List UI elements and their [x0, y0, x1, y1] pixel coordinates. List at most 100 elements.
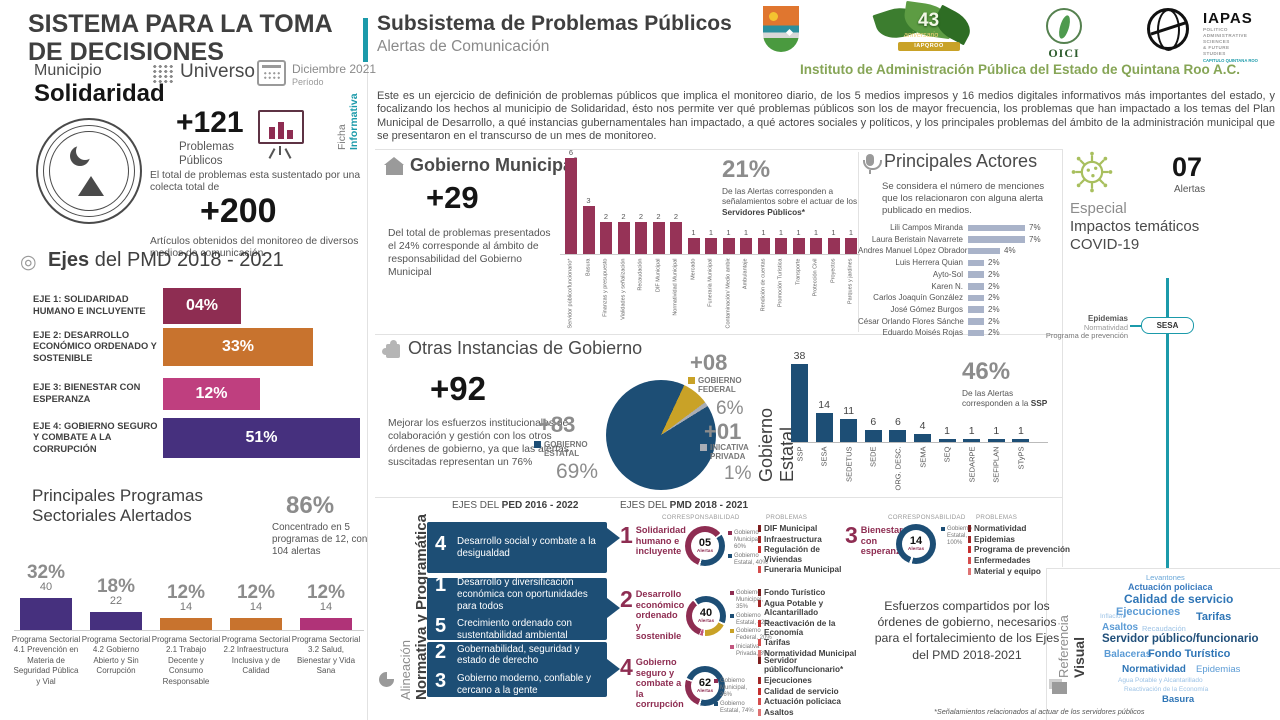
divider: [375, 334, 1062, 335]
covid-virus-icon: [1071, 151, 1113, 193]
eje-label: EJE 1: SOLIDARIDAD HUMANO E INCLUYENTE: [33, 294, 146, 316]
iapqroo-43-logo: 43 aniversario IAPQROO: [872, 0, 976, 58]
estatal-bar: [1012, 439, 1030, 442]
actor-bar: [968, 236, 1025, 243]
pmd-legend-label: Gobierno Municipal, 60%: [734, 530, 762, 550]
actor-value: 2%: [988, 281, 1000, 291]
pmd-problem-label: Funeraria Municipal: [764, 565, 842, 575]
board-leg: [268, 148, 276, 159]
privada-slice-legend: INICATIVA PRIVADA: [700, 443, 756, 461]
problemas-header: PROBLEMAS: [976, 514, 1018, 521]
municipal-bar: [565, 158, 577, 254]
pmd-legend-label: Gobierno Federal, 20%: [736, 628, 772, 642]
ficha-informativa-label: Ficha Informativa: [336, 76, 360, 150]
teal-accent-bar: [363, 18, 368, 62]
municipal-bar-value: 1: [761, 228, 766, 237]
wordcloud-term: Normatividad: [1122, 664, 1186, 675]
period-label: Período: [292, 77, 324, 87]
municipal-bar-value: 1: [726, 228, 731, 237]
quintana-roo-crest-logo: [763, 6, 799, 52]
pmd-donut-label: Alertas: [907, 547, 925, 552]
esfuerzos-note: Esfuerzos compartidos por los órdenes de…: [874, 599, 1060, 662]
informativa-word: Informativa: [348, 93, 360, 150]
pmd-problem-label: Programa de prevención: [974, 545, 1071, 555]
pmd-donut-center: 40 Alertas: [692, 602, 720, 630]
municipal-bar: [810, 238, 822, 254]
pmd-problem-marker: [758, 698, 761, 706]
wordcloud-term: Basura: [1162, 694, 1195, 705]
microphone-icon: [862, 154, 882, 174]
page-title: SISTEMA PARA LA TOMA DE DECISIONES: [28, 10, 332, 66]
pmd-legend-label: Gobierno Municipal, 35%: [736, 590, 764, 610]
articles-note: Artículos obtenidos del monitoreo de div…: [150, 236, 359, 260]
municipal-bar-value: 2: [603, 212, 609, 221]
iapas-subtitle-line: SCIENCES: [1203, 38, 1230, 44]
pmd-item-title: Solidaridad humano e incluyente: [635, 525, 686, 557]
municipal-bar-value: 1: [848, 228, 854, 237]
programa-count: 14: [179, 601, 193, 613]
header-text: EJES DEL: [620, 500, 670, 511]
ped-item-number: 4: [435, 533, 447, 556]
municipal-bar: [582, 206, 595, 254]
programa-label: Programa Sectorial 2.2 Infraestructura I…: [221, 635, 291, 676]
divider: [375, 497, 1062, 498]
pmd-problems: Servidor público/funcionario* Ejecuciones…: [758, 656, 870, 719]
programa-count: 14: [319, 601, 333, 613]
iapas-subtitle-line: & FUTURE: [1203, 44, 1230, 50]
pmd-problem-item: Infraestructura: [758, 535, 858, 544]
estatal-bar-value: 1: [968, 425, 975, 437]
divider: [1046, 568, 1280, 569]
pmd-problem-marker: [758, 535, 761, 543]
target-icon: ◎: [20, 252, 37, 273]
pmd-column-header: EJES DEL PMD 2018 - 2021: [620, 500, 748, 511]
divider: [367, 64, 368, 720]
pmd-item-title: Bienestar con esperanza: [860, 525, 906, 557]
pmd-problem-label: Servidor público/funcionario*: [764, 656, 844, 675]
visual-word: Visual: [1071, 637, 1087, 678]
iapas-logo-text: IAPAS POLITICO ADMINISTRATIVE SCIENCES & FU…: [1203, 10, 1277, 63]
programa-count: 40: [39, 581, 53, 593]
pmd-item-heading: 2 Desarrollo económico ordenado y sosteni…: [620, 588, 685, 642]
estatal-slice-count: +83: [538, 412, 576, 437]
house-icon: [384, 157, 404, 175]
estatal-slice-pct: 69%: [556, 460, 599, 483]
actor-bar: [968, 283, 984, 290]
wordcloud-term: Balaceras: [1104, 649, 1152, 660]
actores-section-title: Principales Actores: [884, 151, 1038, 171]
municipal-bar-value: 1: [743, 228, 749, 237]
pmd-problem-marker: [758, 546, 761, 554]
divider: [1062, 149, 1063, 567]
estatal-bar: [987, 439, 1005, 442]
programa-count: 14: [249, 601, 263, 613]
period-value: Diciembre 2021: [292, 62, 377, 76]
universo-label: Universo: [180, 61, 255, 82]
otras-count: +92: [430, 370, 486, 407]
pmd-item-title: Desarrollo económico ordenado y sostenib…: [635, 589, 685, 642]
pmd-problem-item: Reactivación de la Economía: [758, 619, 870, 637]
otras-pie-chart: [606, 380, 716, 490]
pmd-problem-item: Regulación de Viviendas: [758, 545, 858, 564]
estatal-bar-value: 1: [1017, 425, 1024, 437]
pmd-problem-label: Reactivación de la Economía: [764, 618, 836, 637]
pmd-legend-swatch: [728, 553, 732, 558]
pmd-legend-item: Iniciativa Privada, 3%: [730, 644, 772, 658]
pmd-donut: 05 Alertas: [685, 526, 725, 566]
pyramid-icon: [78, 176, 104, 196]
actor-name: César Orlando Flores Sánche: [858, 316, 964, 326]
referencia-section-title: Referencia Visual: [1056, 582, 1087, 678]
iapas-title: IAPAS: [1203, 10, 1253, 27]
eje-value: 33%: [221, 338, 255, 355]
pmd-donut: 40 Alertas: [686, 596, 726, 636]
pmd-legend-label: Gobierno Estatal, 100%: [947, 526, 972, 546]
programas-section-title: Principales Programas Sectoriales Alerta…: [32, 486, 204, 526]
ped-item: 3 Gobierno moderno, confiable y cercano a…: [435, 671, 599, 697]
ped-arrow: [607, 598, 620, 618]
municipal-bar-value: 2: [638, 212, 644, 221]
sesa-node: SESA: [1141, 317, 1194, 334]
municipal-bar-label: Mercado: [690, 258, 696, 280]
estatal-highlight-pct: 46%: [962, 358, 1011, 385]
municipal-bar-label: Rendición de cuentas: [760, 258, 766, 311]
covid-node-label: Programa de prevención: [1045, 331, 1128, 341]
municipal-bar: [792, 238, 805, 254]
programa-bar: [90, 612, 142, 630]
